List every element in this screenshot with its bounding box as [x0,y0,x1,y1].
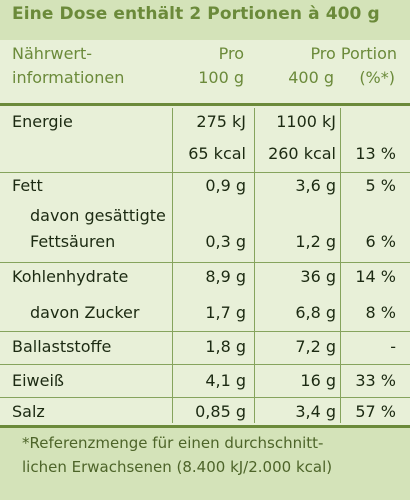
row-label: Salz [12,402,45,421]
footnote-line-1: *Referenzmenge für einen durchschnitt- [22,434,324,452]
row-divider [0,397,410,398]
value-per-portion: 3,6 g [295,176,336,195]
row-divider [0,331,410,332]
header-per-portion-line-2: 400 g [288,68,334,87]
value-per-portion: 260 kcal [268,144,336,163]
row-label-line-2: Fettsäuren [30,232,116,251]
value-percent: 6 % [365,232,396,251]
header-name-line-2: informationen [12,68,125,87]
header-per-100-line-2: 100 g [198,68,244,87]
row-label-line-1: davon gesättigte [30,206,166,225]
footnote-band: *Referenzmenge für einen durchschnitt- l… [0,428,410,500]
value-percent: 33 % [355,371,396,390]
value-percent: - [390,337,396,356]
value-per-portion: 3,4 g [295,402,336,421]
value-percent: 8 % [365,303,396,322]
row-label: Ballaststoffe [12,337,112,356]
row-label: Kohlenhydrate [12,267,129,286]
column-divider-2 [254,108,255,423]
column-divider-1 [172,108,173,423]
header-per-100-line-1: Pro [218,44,244,63]
row-label: Fett [12,176,43,195]
value-percent: 13 % [355,144,396,163]
row-label: davon Zucker [30,303,140,322]
value-per-100g: 0,3 g [205,232,246,251]
value-percent: 57 % [355,402,396,421]
value-per-portion: 16 g [300,371,336,390]
footnote-line-2: lichen Erwachsenen (8.400 kJ/2.000 kcal) [22,458,333,476]
value-per-100g: 65 kcal [188,144,246,163]
value-per-100g: 4,1 g [205,371,246,390]
row-divider [0,364,410,365]
value-per-portion: 7,2 g [295,337,336,356]
value-percent: 5 % [365,176,396,195]
header-percent: (%*) [359,68,395,87]
value-per-portion: 1100 kJ [276,112,336,131]
header-nutrition-info: Nährwert- informationen [12,42,124,90]
value-per-100g: 8,9 g [205,267,246,286]
value-per-portion: 36 g [300,267,336,286]
title-band: Eine Dose enthält 2 Portionen à 400 g [0,0,410,40]
row-divider [0,262,410,263]
value-per-100g: 1,8 g [205,337,246,356]
row-label: Energie [12,112,73,131]
column-divider-3 [340,108,341,423]
servings-title: Eine Dose enthält 2 Portionen à 400 g [12,4,380,24]
value-per-100g: 1,7 g [205,303,246,322]
row-divider [0,172,410,173]
footer-rule [0,425,410,428]
value-per-100g: 0,85 g [195,402,246,421]
row-label: Eiweiß [12,371,65,390]
table-header: Nährwert- informationen Pro 100 g Pro Po… [0,42,410,104]
value-per-100g: 0,9 g [205,176,246,195]
header-per-portion-line-1: Pro Portion [310,44,397,63]
value-per-100g: 275 kJ [196,112,246,131]
value-per-portion: 6,8 g [295,303,336,322]
value-per-portion: 1,2 g [295,232,336,251]
header-name-line-1: Nährwert- [12,44,93,63]
header-rule [0,103,410,106]
value-percent: 14 % [355,267,396,286]
